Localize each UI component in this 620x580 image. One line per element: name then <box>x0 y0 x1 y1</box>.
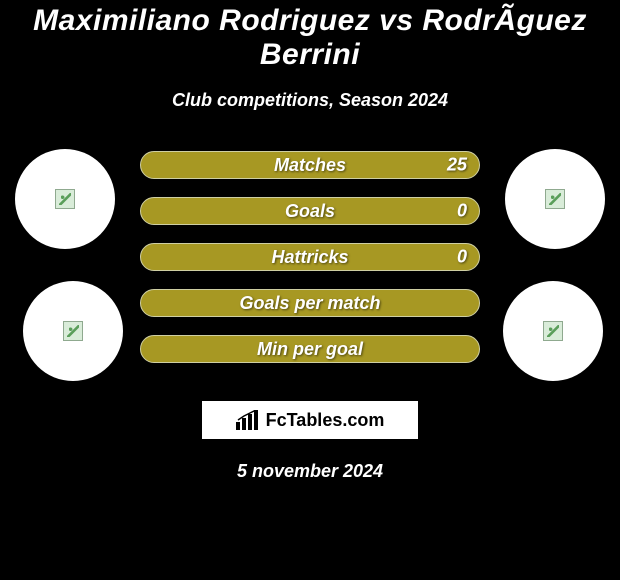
stat-label: Hattricks <box>271 247 348 268</box>
stat-bar-min-per-goal: Min per goal <box>140 335 480 363</box>
page-title: Maximiliano Rodriguez vs RodrÃ­guez Berr… <box>0 4 620 72</box>
bars-chart-icon <box>236 410 260 430</box>
stat-bar-matches: Matches 25 <box>140 151 480 179</box>
stat-value: 0 <box>457 201 467 222</box>
date-text: 5 november 2024 <box>0 461 620 482</box>
broken-image-icon <box>543 321 563 341</box>
player-avatar-right <box>505 149 605 249</box>
stat-label: Goals <box>285 201 335 222</box>
stat-bar-goals: Goals 0 <box>140 197 480 225</box>
stat-value: 0 <box>457 247 467 268</box>
branding-bar: FcTables.com <box>202 401 418 439</box>
stat-bars: Matches 25 Goals 0 Hattricks 0 Goals per… <box>140 151 480 363</box>
branding-text: FcTables.com <box>266 410 385 431</box>
right-avatars <box>500 149 610 381</box>
stat-bar-hattricks: Hattricks 0 <box>140 243 480 271</box>
broken-image-icon <box>545 189 565 209</box>
broken-image-icon <box>63 321 83 341</box>
comparison-body: Matches 25 Goals 0 Hattricks 0 Goals per… <box>0 151 620 381</box>
stat-label: Matches <box>274 155 346 176</box>
broken-image-icon <box>55 189 75 209</box>
stat-bar-goals-per-match: Goals per match <box>140 289 480 317</box>
comparison-card: Maximiliano Rodriguez vs RodrÃ­guez Berr… <box>0 0 620 482</box>
stat-value: 25 <box>447 155 467 176</box>
club-badge-left <box>23 281 123 381</box>
left-avatars <box>10 149 120 381</box>
stat-label: Min per goal <box>257 339 363 360</box>
player-avatar-left <box>15 149 115 249</box>
subtitle: Club competitions, Season 2024 <box>0 90 620 111</box>
club-badge-right <box>503 281 603 381</box>
stat-label: Goals per match <box>239 293 380 314</box>
